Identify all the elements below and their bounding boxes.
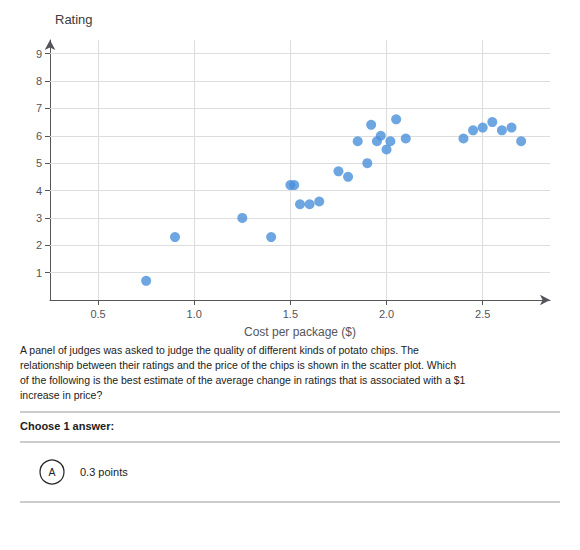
svg-text:0.5: 0.5: [90, 308, 105, 320]
svg-text:increase in price?: increase in price?: [20, 389, 102, 401]
svg-text:A panel of judges was asked to: A panel of judges was asked to judge the…: [20, 344, 419, 356]
svg-text:relationship between their rat: relationship between their ratings and t…: [20, 359, 456, 371]
svg-text:3: 3: [36, 212, 42, 224]
svg-text:1.5: 1.5: [283, 308, 298, 320]
svg-text:A: A: [48, 466, 55, 478]
svg-text:8: 8: [36, 75, 42, 87]
svg-text:Cost per package ($): Cost per package ($): [244, 325, 356, 339]
svg-text:0.3 points: 0.3 points: [80, 466, 128, 478]
svg-text:2.5: 2.5: [475, 308, 490, 320]
svg-text:2.0: 2.0: [379, 308, 394, 320]
svg-text:1: 1: [36, 267, 42, 279]
svg-text:5: 5: [36, 157, 42, 169]
svg-text:Choose 1 answer:: Choose 1 answer:: [20, 420, 114, 432]
svg-text:7: 7: [36, 102, 42, 114]
svg-text:6: 6: [36, 130, 42, 142]
svg-text:of the following is the best e: of the following is the best estimate of…: [20, 374, 466, 386]
svg-text:Rating: Rating: [55, 12, 93, 27]
svg-text:1.0: 1.0: [187, 308, 202, 320]
svg-text:2: 2: [36, 239, 42, 251]
svg-text:4: 4: [36, 185, 42, 197]
svg-text:9: 9: [36, 48, 42, 60]
